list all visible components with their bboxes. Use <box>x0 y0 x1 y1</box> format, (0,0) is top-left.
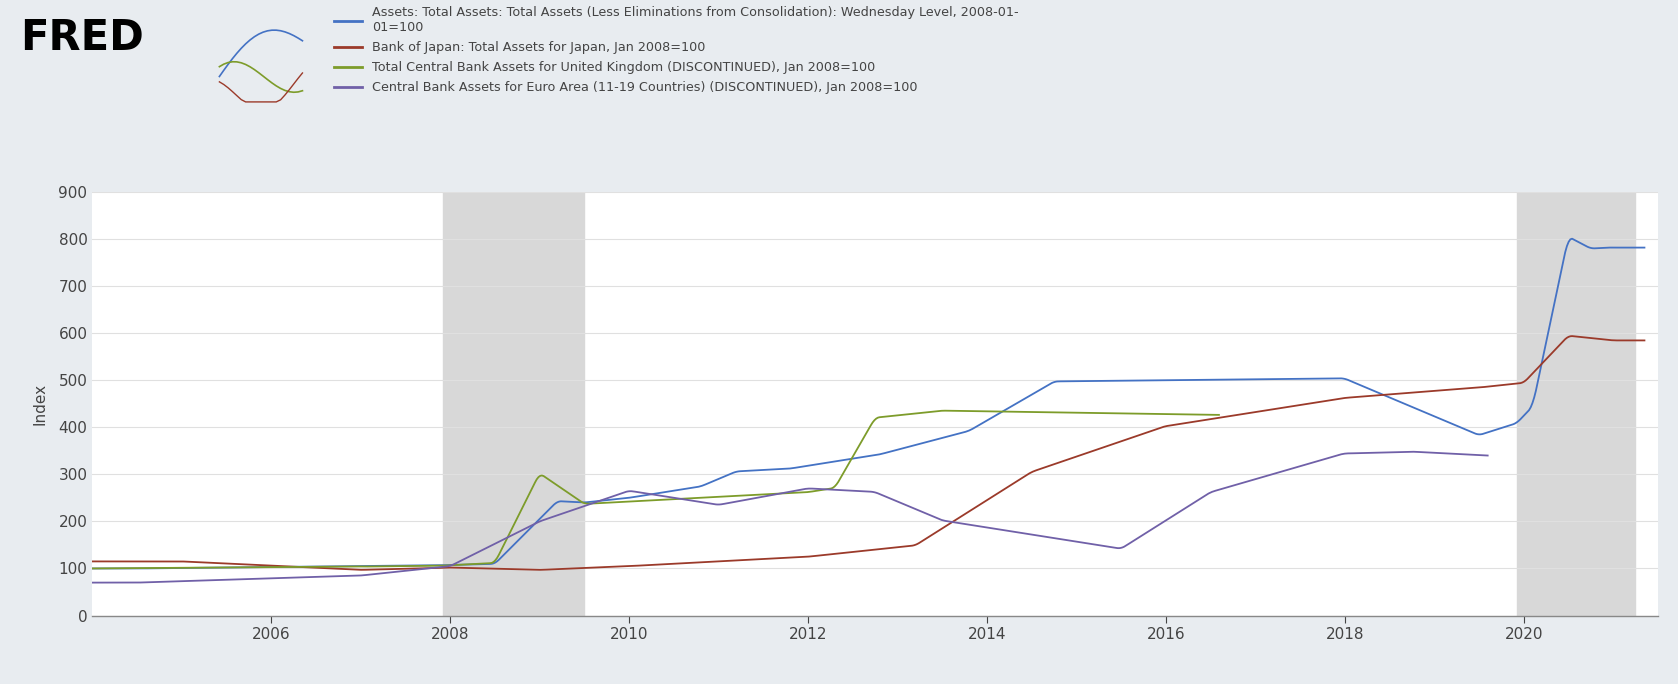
Y-axis label: Index: Index <box>32 382 47 425</box>
Legend: Assets: Total Assets: Total Assets (Less Eliminations from Consolidation): Wedne: Assets: Total Assets: Total Assets (Less… <box>334 6 1019 94</box>
Text: FRED: FRED <box>20 17 144 59</box>
Bar <box>443 192 584 616</box>
Bar <box>1517 192 1636 616</box>
